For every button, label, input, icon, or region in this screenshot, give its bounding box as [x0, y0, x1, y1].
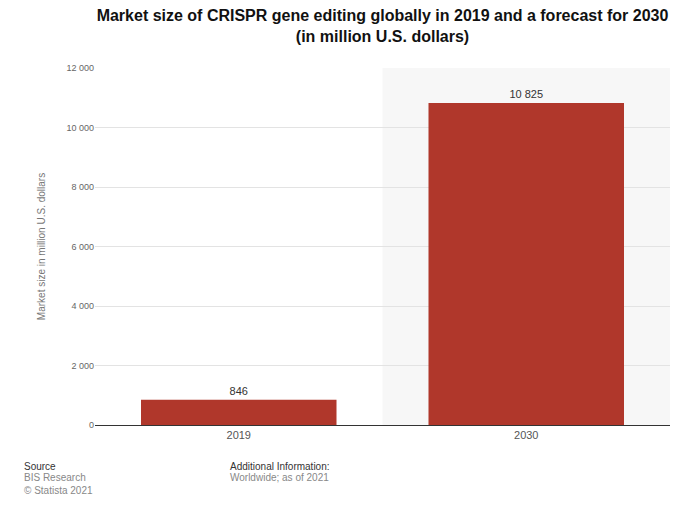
svg-text:8 000: 8 000	[71, 182, 94, 192]
svg-text:10 825: 10 825	[509, 88, 543, 100]
svg-text:4 000: 4 000	[71, 301, 94, 311]
svg-text:2019: 2019	[227, 429, 251, 441]
svg-text:Source: Source	[24, 461, 56, 472]
svg-text:6 000: 6 000	[71, 242, 94, 252]
svg-text:BIS Research: BIS Research	[24, 472, 86, 483]
svg-text:Worldwide; as of 2021: Worldwide; as of 2021	[230, 472, 329, 483]
svg-text:© Statista 2021: © Statista 2021	[24, 485, 93, 496]
svg-text:Additional Information:: Additional Information:	[230, 461, 330, 472]
svg-text:0: 0	[89, 420, 94, 430]
svg-text:Market size in million U.S. do: Market size in million U.S. dollars	[36, 173, 47, 320]
svg-text:12 000: 12 000	[66, 63, 94, 73]
svg-text:Market size of CRISPR gene edi: Market size of CRISPR gene editing globa…	[97, 7, 669, 45]
svg-text:10 000: 10 000	[66, 123, 94, 133]
svg-text:846: 846	[230, 385, 248, 397]
svg-text:2 000: 2 000	[71, 361, 94, 371]
svg-text:2030: 2030	[514, 429, 538, 441]
